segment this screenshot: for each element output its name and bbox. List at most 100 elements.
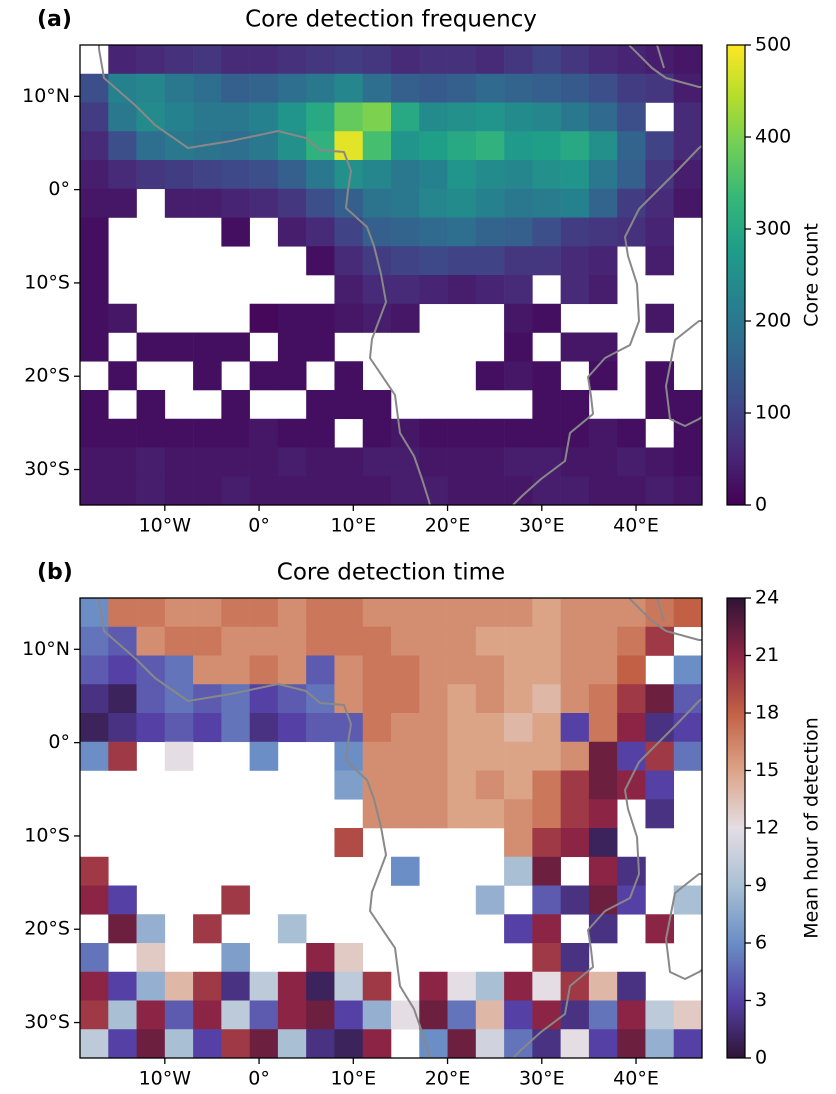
cell [419,799,448,829]
cell [560,217,590,247]
cell [80,246,109,276]
cell [306,160,335,190]
cell [362,73,392,103]
cell [164,45,194,75]
cell [277,626,307,656]
cell [532,131,561,161]
cell [334,626,364,656]
cell [560,655,590,685]
cell [532,943,561,973]
cell [334,828,364,858]
cell [136,1000,166,1030]
y-tick-label: 20°S [24,365,70,387]
cell [447,1029,477,1059]
cell [504,45,533,75]
cell [108,361,137,391]
cell [475,626,505,656]
cell [249,102,279,132]
cell [419,188,448,218]
cell [249,971,279,1001]
cell [447,971,477,1001]
cell [362,684,392,714]
cell [645,799,675,829]
cell [80,655,109,685]
cell [306,303,335,333]
cell [532,684,561,714]
colorbar-label: Mean hour of detection [801,717,823,938]
y-tick-label: 30°S [24,458,70,480]
cell [391,655,420,685]
cell [504,332,533,362]
cell [560,1029,590,1059]
cell [447,45,477,75]
cell [362,713,392,743]
cell [221,217,250,247]
cell [419,476,448,506]
cell [277,332,307,362]
cell [193,188,222,218]
cell [532,476,561,506]
cell [306,598,335,628]
cell [560,476,590,506]
cell [136,914,166,944]
cell [447,626,477,656]
cell [306,73,335,103]
cell [108,188,137,218]
cell [221,418,250,448]
cell [532,390,561,420]
colorbar-tick-label: 300 [755,218,791,240]
cell [560,246,590,276]
cell [532,361,561,391]
cell [532,655,561,685]
cell [419,160,448,190]
cell [362,217,392,247]
cell [532,799,561,829]
cell [532,447,561,477]
cell [560,741,590,771]
cell [532,914,561,944]
x-tick-label: 40°E [613,1068,659,1090]
cell [249,188,279,218]
cell [391,275,420,305]
x-tick-label: 0° [248,1068,270,1090]
cell [588,971,618,1001]
cell [193,45,222,75]
cell [249,303,279,333]
cell [306,713,335,743]
cell [504,770,533,800]
colorbar-tick-label: 3 [755,989,767,1011]
cell [645,160,675,190]
cell [504,303,533,333]
cell [362,1000,392,1030]
cell [249,1000,279,1030]
cell [504,626,533,656]
cell [673,598,703,628]
cell [475,971,505,1001]
cell [277,361,307,391]
panel: (a) Core detection frequency 10°W 0° 10°E 20°… [22,7,822,537]
cell [504,160,533,190]
cell [136,626,166,656]
cell [277,447,307,477]
cell [645,770,675,800]
cell [617,971,646,1001]
cell [80,971,109,1001]
colorbar-tick-label: 9 [755,874,767,896]
cell [645,131,675,161]
cell [391,713,420,743]
cell [221,655,250,685]
cell [249,45,279,75]
cell [617,131,646,161]
cell [221,45,250,75]
cell [108,102,137,132]
cell [108,447,137,477]
cell [277,73,307,103]
cell [136,73,166,103]
cell [504,447,533,477]
cell [221,73,250,103]
cell [475,447,505,477]
cell [306,332,335,362]
cell [504,131,533,161]
cell [221,131,250,161]
